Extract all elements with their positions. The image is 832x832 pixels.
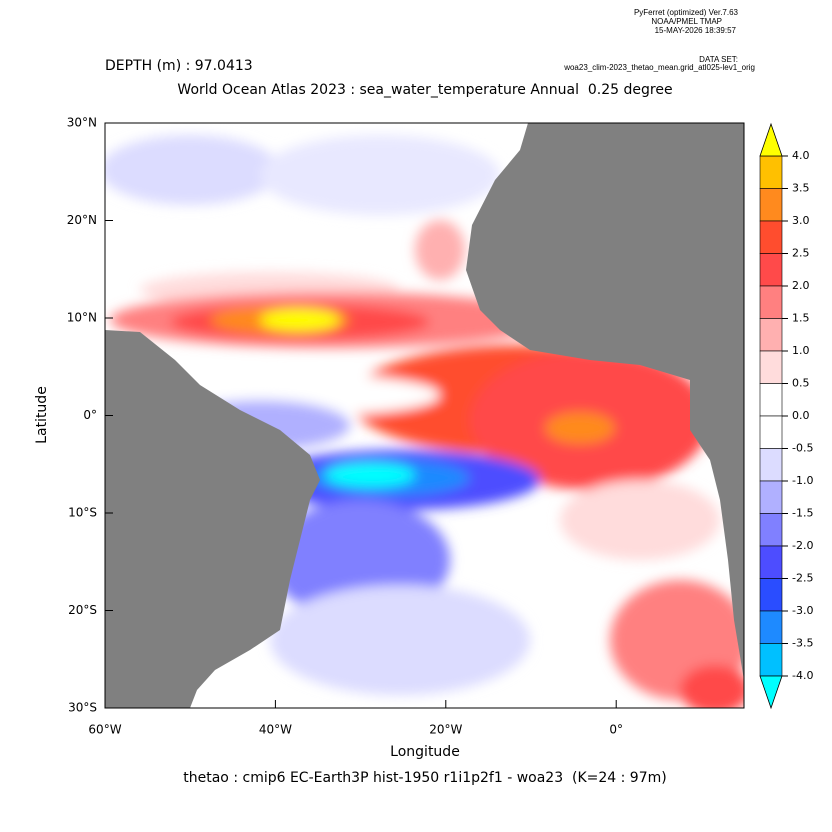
- depth-label: DEPTH (m) : 97.0413: [105, 58, 253, 74]
- colorbar-label: 2.0: [792, 279, 810, 292]
- map-title: World Ocean Atlas 2023 : sea_water_tempe…: [177, 82, 672, 98]
- colorbar-under: [759, 675, 783, 710]
- colorbar-label: -3.5: [792, 637, 813, 650]
- colorbar-band: [759, 480, 783, 514]
- y-tick-label: 30°N: [67, 116, 97, 130]
- x-axis-label: Longitude: [390, 744, 460, 760]
- colorbar-band: [759, 318, 783, 352]
- colorbar-label: 3.0: [792, 214, 810, 227]
- y-tick-label: 30°S: [68, 701, 97, 715]
- x-tick-label: 60°W: [88, 723, 121, 737]
- org: NOAA/PMEL TMAP: [651, 17, 722, 26]
- dataset-label: DATA SET:: [699, 55, 738, 64]
- y-tick-label: 20°S: [68, 603, 97, 617]
- colorbar-band: [759, 643, 783, 677]
- colorbar-label: 2.5: [792, 247, 810, 260]
- colorbar-band: [759, 448, 783, 482]
- colorbar-label: 0.5: [792, 377, 810, 390]
- colorbar-label: -2.0: [792, 539, 813, 552]
- colorbar-label: 1.0: [792, 344, 810, 357]
- software: PyFerret (optimized) Ver.7.63: [634, 8, 739, 17]
- colorbar-over: [759, 122, 783, 157]
- y-tick-label: 0°: [83, 408, 97, 422]
- colorbar-label: -2.5: [792, 572, 813, 585]
- colorbar-label: -3.0: [792, 604, 813, 617]
- land-south-america: [105, 330, 320, 708]
- y-tick-label: 20°N: [67, 213, 97, 227]
- colorbar-band: [759, 610, 783, 644]
- y-axis-label: Latitude: [34, 386, 50, 444]
- colorbar-band: [759, 350, 783, 384]
- colorbar-band: [759, 285, 783, 319]
- colorbar-label: -1.0: [792, 474, 813, 487]
- colorbar-label: -0.5: [792, 442, 813, 455]
- colorbar-label: 3.5: [792, 182, 810, 195]
- x-tick-label: 20°W: [429, 723, 462, 737]
- colorbar-band: [759, 220, 783, 254]
- timestamp: 15-MAY-2026 18:39:57: [655, 26, 737, 35]
- colorbar-band: [759, 545, 783, 579]
- colorbar-band: [759, 578, 783, 612]
- colorbar-band: [759, 188, 783, 222]
- colorbar-band: [759, 253, 783, 287]
- x-tick-label: 0°: [609, 723, 623, 737]
- colorbar-label: -1.5: [792, 507, 813, 520]
- land-africa: [466, 123, 744, 680]
- footer: thetao : cmip6 EC-Earth3P hist-1950 r1i1…: [183, 770, 666, 786]
- colorbar-label: 4.0: [792, 149, 810, 162]
- colorbar-label: 1.5: [792, 312, 810, 325]
- colorbar-band: [759, 155, 783, 189]
- dataset: woa23_clim-2023_thetao_mean.grid_atl025-…: [563, 63, 755, 72]
- field: [105, 123, 744, 708]
- x-tick-label: 40°W: [259, 723, 292, 737]
- y-tick-label: 10°S: [68, 506, 97, 520]
- colorbar-label: 0.0: [792, 409, 810, 422]
- colorbar-band: [759, 415, 783, 449]
- y-tick-label: 10°N: [67, 311, 97, 325]
- colorbar-label: -4.0: [792, 669, 813, 682]
- colorbar-band: [759, 383, 783, 417]
- colorbar-band: [759, 513, 783, 547]
